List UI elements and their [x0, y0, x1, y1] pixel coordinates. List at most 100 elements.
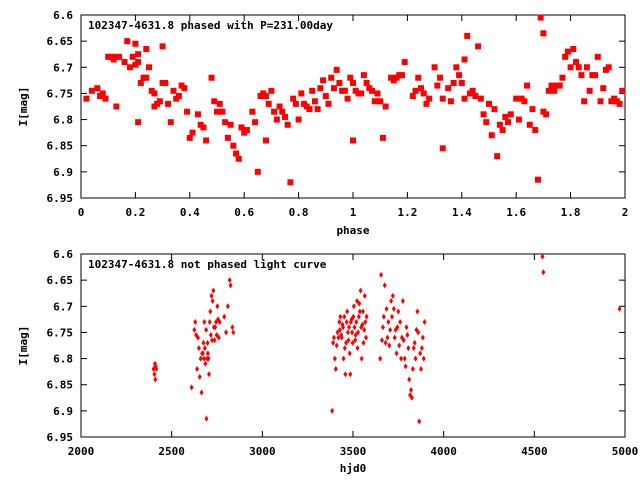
data-point	[290, 95, 297, 102]
data-point	[217, 318, 222, 325]
data-point	[390, 292, 395, 299]
data-point	[496, 121, 503, 128]
data-point	[279, 108, 286, 115]
data-point	[196, 345, 201, 352]
data-point	[199, 389, 204, 396]
data-point	[413, 355, 418, 362]
data-point	[113, 103, 120, 110]
y-tick-label: 6.6	[53, 9, 73, 22]
data-point	[406, 345, 411, 352]
data-point	[153, 376, 158, 383]
data-point	[331, 334, 336, 341]
data-point	[409, 394, 414, 401]
data-point	[214, 108, 220, 115]
data-point	[207, 318, 212, 325]
data-point	[491, 106, 498, 113]
data-point	[159, 43, 166, 50]
data-point	[583, 64, 590, 71]
data-point	[311, 98, 318, 105]
data-point	[314, 106, 321, 113]
data-point	[198, 355, 203, 362]
data-point	[216, 334, 221, 341]
x-tick-label: 0.2	[125, 206, 145, 219]
data-point	[201, 355, 206, 362]
data-point	[458, 79, 465, 86]
data-point	[418, 350, 423, 357]
data-point	[619, 87, 626, 94]
data-point	[356, 313, 361, 320]
data-point	[369, 87, 376, 94]
data-point	[231, 329, 236, 336]
x-tick-label: 0.4	[180, 206, 200, 219]
data-point	[469, 87, 476, 94]
data-point	[395, 324, 400, 331]
data-point	[540, 30, 547, 37]
x-tick-label: 4500	[521, 445, 548, 458]
data-point	[337, 326, 342, 333]
data-point	[276, 103, 283, 110]
data-point	[355, 345, 360, 352]
data-point	[439, 95, 446, 102]
data-point	[162, 79, 169, 86]
x-tick-label: 5000	[612, 445, 639, 458]
data-point	[346, 337, 351, 344]
data-point	[362, 292, 367, 299]
chart-title: 102347-4631.8 not phased light curve	[88, 258, 327, 271]
data-point	[377, 98, 384, 105]
data-point	[165, 100, 172, 107]
data-point	[434, 82, 441, 89]
data-point	[464, 32, 471, 39]
y-tick-label: 6.8	[53, 353, 73, 366]
data-point	[132, 40, 139, 47]
data-point	[461, 95, 468, 102]
data-point	[350, 137, 356, 144]
data-point	[360, 72, 367, 79]
data-point	[351, 313, 356, 320]
data-point	[213, 324, 218, 331]
data-point	[344, 318, 349, 325]
data-point	[249, 108, 256, 115]
x-tick-label: 2000	[68, 445, 95, 458]
data-point	[351, 303, 356, 310]
data-point	[121, 59, 128, 66]
data-point	[201, 339, 206, 346]
data-point	[354, 318, 359, 325]
data-point	[252, 119, 259, 126]
data-point	[337, 318, 342, 325]
data-point	[230, 142, 237, 149]
x-axis-label: hjd0	[340, 462, 367, 475]
data-point	[215, 303, 220, 310]
data-point	[426, 95, 433, 102]
data-point	[195, 366, 200, 373]
data-point	[207, 371, 212, 378]
data-point	[412, 339, 417, 346]
data-point	[273, 116, 280, 123]
data-point	[205, 350, 210, 357]
data-point	[344, 339, 349, 346]
data-point	[341, 355, 346, 362]
x-tick-label: 0.6	[234, 206, 254, 219]
data-point	[409, 386, 414, 393]
data-point	[360, 321, 365, 328]
plot-frame	[80, 253, 626, 438]
data-point	[228, 282, 233, 289]
data-point	[99, 90, 106, 97]
data-point	[137, 79, 144, 86]
data-point	[184, 108, 191, 115]
data-point	[262, 93, 269, 100]
data-point	[387, 342, 392, 349]
data-point	[341, 324, 346, 331]
data-point	[556, 82, 563, 89]
data-point	[230, 324, 235, 331]
data-point	[363, 79, 370, 86]
data-point	[345, 308, 350, 315]
y-tick-label: 6.7	[53, 300, 73, 313]
data-point	[541, 269, 546, 276]
x-tick-label: 1.8	[561, 206, 581, 219]
data-point	[407, 376, 412, 383]
data-point	[416, 329, 421, 336]
data-point	[94, 85, 101, 92]
data-point	[208, 308, 213, 315]
data-point	[116, 53, 123, 60]
x-axis-label: phase	[336, 224, 369, 237]
